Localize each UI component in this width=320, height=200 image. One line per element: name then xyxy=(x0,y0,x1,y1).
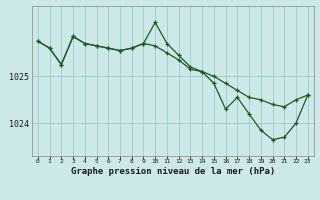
X-axis label: Graphe pression niveau de la mer (hPa): Graphe pression niveau de la mer (hPa) xyxy=(71,167,275,176)
